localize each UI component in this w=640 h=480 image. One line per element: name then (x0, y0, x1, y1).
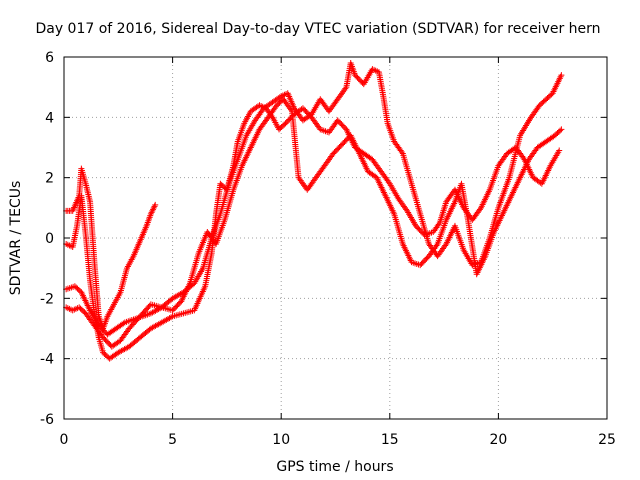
data-point (152, 201, 159, 208)
y-tick-label: 4 (45, 110, 54, 126)
grid-lines (64, 57, 607, 419)
data-point (116, 338, 123, 345)
y-tick-label: -2 (40, 291, 54, 307)
data-point (558, 126, 565, 133)
data-point (556, 147, 563, 154)
y-tick-label: 6 (45, 50, 54, 66)
y-axis-label: SDTVAR / TECUs (8, 181, 24, 296)
x-tick-label: 15 (381, 432, 399, 448)
x-tick-label: 0 (60, 432, 69, 448)
data-point (120, 320, 127, 327)
x-tick-label: 5 (168, 432, 177, 448)
data-point (276, 94, 283, 101)
y-tick-label: 2 (45, 171, 54, 187)
y-tick-label: -4 (40, 352, 54, 368)
plot-frame (63, 56, 608, 420)
y-tick-label: 0 (45, 231, 54, 247)
data-point (367, 155, 374, 162)
x-axis-label: GPS time / hours (276, 459, 393, 475)
y-tick-label: -6 (40, 412, 54, 428)
x-tick-label: 25 (598, 432, 616, 448)
x-tick-label: 10 (272, 432, 290, 448)
chart-title: Day 017 of 2016, Sidereal Day-to-day VTE… (35, 21, 600, 37)
data-point (558, 72, 565, 79)
data-point (557, 127, 564, 134)
x-tick-label: 20 (489, 432, 507, 448)
axes: 0 5 10 15 20 25 -6 -4 -2 0 2 4 6 (40, 50, 616, 448)
data-points (63, 60, 565, 362)
